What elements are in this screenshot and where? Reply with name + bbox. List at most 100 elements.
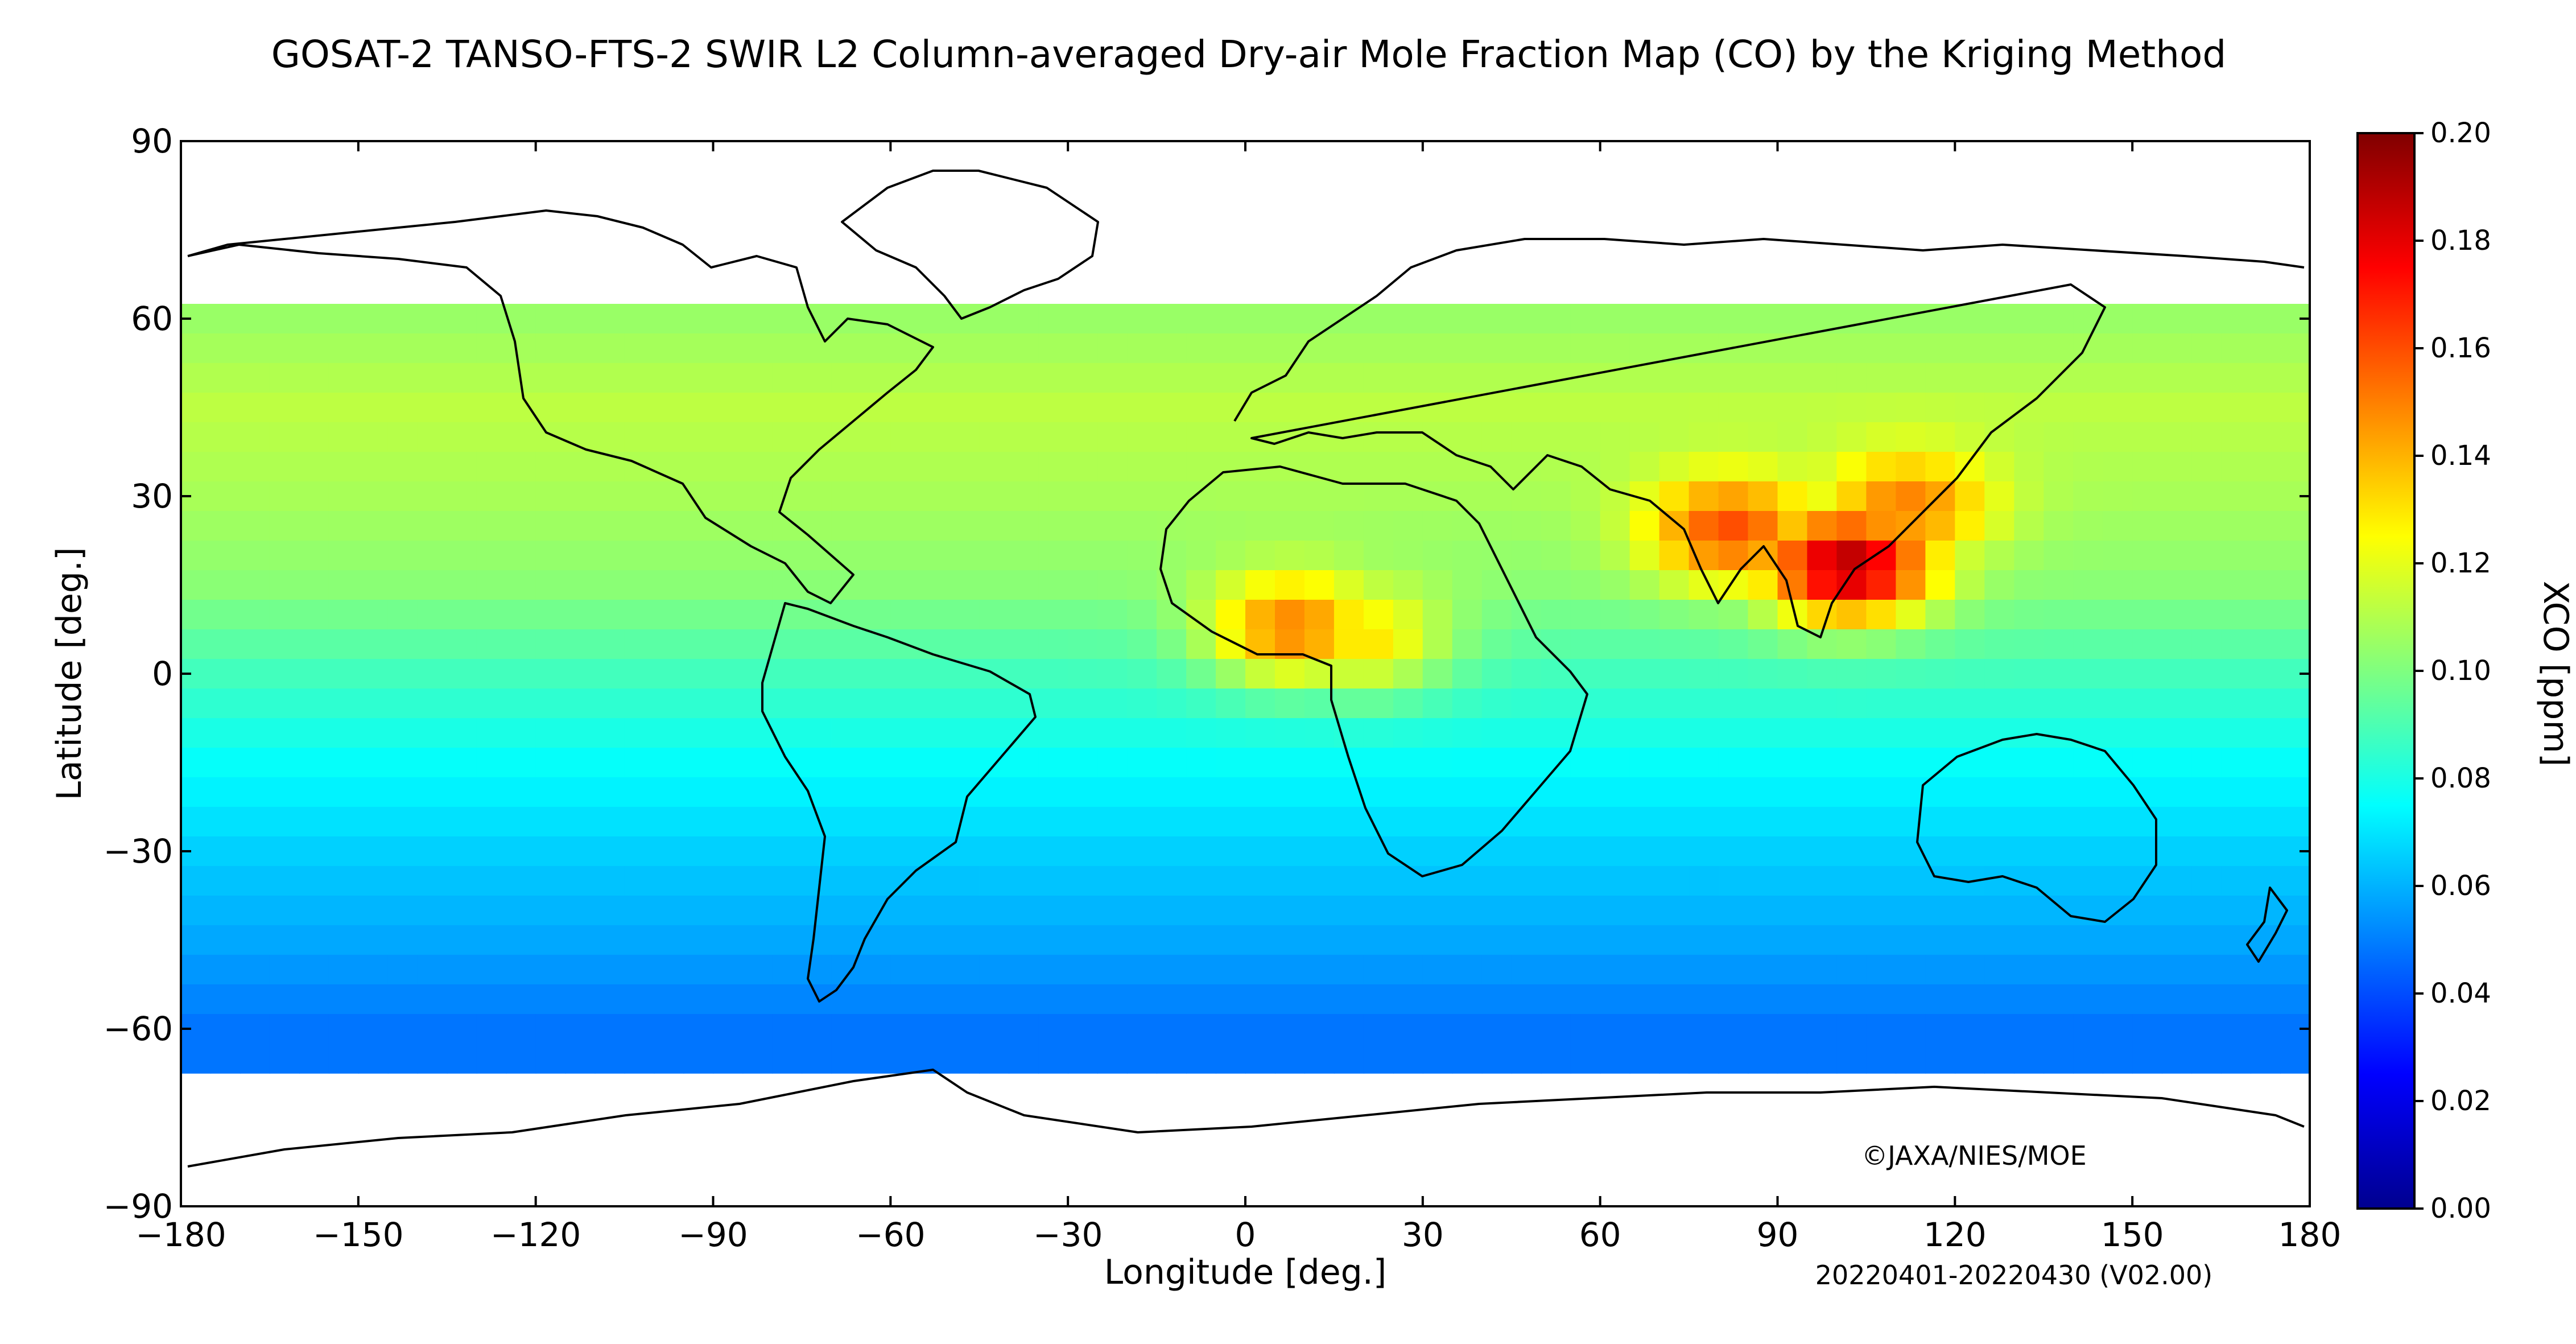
grid-cell <box>1807 333 1838 364</box>
grid-cell <box>1481 422 1512 452</box>
grid-cell <box>861 363 891 393</box>
grid-cell <box>447 896 477 926</box>
grid-cell <box>447 1044 477 1074</box>
grid-cell <box>1570 836 1601 867</box>
grid-cell <box>2103 363 2133 393</box>
grid-cell <box>1955 570 1985 600</box>
grid-cell <box>1038 600 1068 630</box>
grid-cell <box>387 836 418 867</box>
grid-cell <box>1659 807 1690 837</box>
grid-cell <box>624 600 655 630</box>
grid-cell <box>417 629 448 659</box>
grid-cell <box>1186 363 1216 393</box>
grid-cell <box>683 718 714 748</box>
grid-cell <box>1718 836 1749 867</box>
grid-cell <box>1304 836 1335 867</box>
y-axis-label: Latitude [deg.] <box>49 547 89 801</box>
grid-cell <box>1216 629 1246 659</box>
grid-cell <box>2044 393 2074 423</box>
grid-cell <box>1363 807 1394 837</box>
grid-cell <box>1422 984 1453 1015</box>
grid-cell <box>2191 777 2222 807</box>
grid-cell <box>1452 659 1483 689</box>
grid-cell <box>683 511 714 541</box>
grid-cell <box>1718 452 1749 482</box>
grid-cell <box>240 570 270 600</box>
grid-cell <box>1659 748 1690 778</box>
grid-cell <box>1363 1014 1394 1044</box>
grid-cell <box>890 955 921 985</box>
grid-cell <box>1541 748 1571 778</box>
grid-cell <box>2103 541 2133 571</box>
grid-cell <box>2162 629 2192 659</box>
grid-cell <box>1866 896 1897 926</box>
grid-cell <box>299 659 329 689</box>
grid-cell <box>1689 600 1719 630</box>
grid-cell <box>1393 304 1423 334</box>
grid-cell <box>1186 1014 1216 1044</box>
grid-cell <box>1748 777 1778 807</box>
grid-cell <box>861 541 891 571</box>
y-tick-label: −90 <box>104 1187 173 1226</box>
grid-cell <box>920 836 951 867</box>
grid-cell <box>802 481 832 512</box>
grid-cell <box>328 629 359 659</box>
grid-cell <box>1659 1014 1690 1044</box>
grid-cell <box>240 541 270 571</box>
grid-cell <box>713 333 744 364</box>
grid-cell <box>2162 304 2192 334</box>
grid-cell <box>683 925 714 955</box>
grid-cell <box>2014 481 2045 512</box>
grid-cell <box>1541 541 1571 571</box>
grid-cell <box>269 541 300 571</box>
grid-cell <box>1216 363 1246 393</box>
grid-cell <box>2103 481 2133 512</box>
grid-cell <box>2014 777 2045 807</box>
grid-cell <box>2191 600 2222 630</box>
grid-cell <box>654 955 684 985</box>
grid-cell <box>210 1014 241 1044</box>
grid-cell <box>831 1014 862 1044</box>
grid-cell <box>1245 807 1275 837</box>
grid-cell <box>1511 629 1542 659</box>
grid-cell <box>240 659 270 689</box>
grid-cell <box>299 748 329 778</box>
grid-cell <box>1600 541 1630 571</box>
grid-cell <box>565 363 596 393</box>
grid-cell <box>595 511 625 541</box>
grid-cell <box>476 452 507 482</box>
colorbar-tick-label: 0.12 <box>2430 547 2491 579</box>
grid-cell <box>1009 363 1039 393</box>
grid-cell <box>1186 807 1216 837</box>
grid-cell <box>1570 600 1601 630</box>
grid-cell <box>1363 333 1394 364</box>
grid-cell <box>181 541 211 571</box>
grid-cell <box>2251 570 2281 600</box>
grid-cell <box>1541 629 1571 659</box>
grid-cell <box>506 452 536 482</box>
grid-cell <box>2044 718 2074 748</box>
grid-cell <box>1777 1014 1808 1044</box>
grid-cell <box>861 1014 891 1044</box>
grid-cell <box>1186 955 1216 985</box>
grid-cell <box>417 422 448 452</box>
grid-cell <box>1068 511 1098 541</box>
grid-cell <box>1009 304 1039 334</box>
grid-cell <box>1925 481 1956 512</box>
grid-cell <box>1038 689 1068 719</box>
grid-cell <box>1718 600 1749 630</box>
grid-cell <box>1186 393 1216 423</box>
grid-cell <box>1748 748 1778 778</box>
grid-cell <box>1570 422 1601 452</box>
grid-cell <box>2221 481 2251 512</box>
grid-cell <box>2221 866 2251 896</box>
grid-cell <box>1955 629 1985 659</box>
grid-cell <box>683 1014 714 1044</box>
grid-cell <box>358 422 389 452</box>
grid-cell <box>1245 541 1275 571</box>
grid-cell <box>654 629 684 659</box>
x-tick-label: −150 <box>313 1215 403 1254</box>
grid-cell <box>1304 984 1335 1015</box>
grid-cell <box>831 748 862 778</box>
grid-cell <box>1275 984 1305 1015</box>
